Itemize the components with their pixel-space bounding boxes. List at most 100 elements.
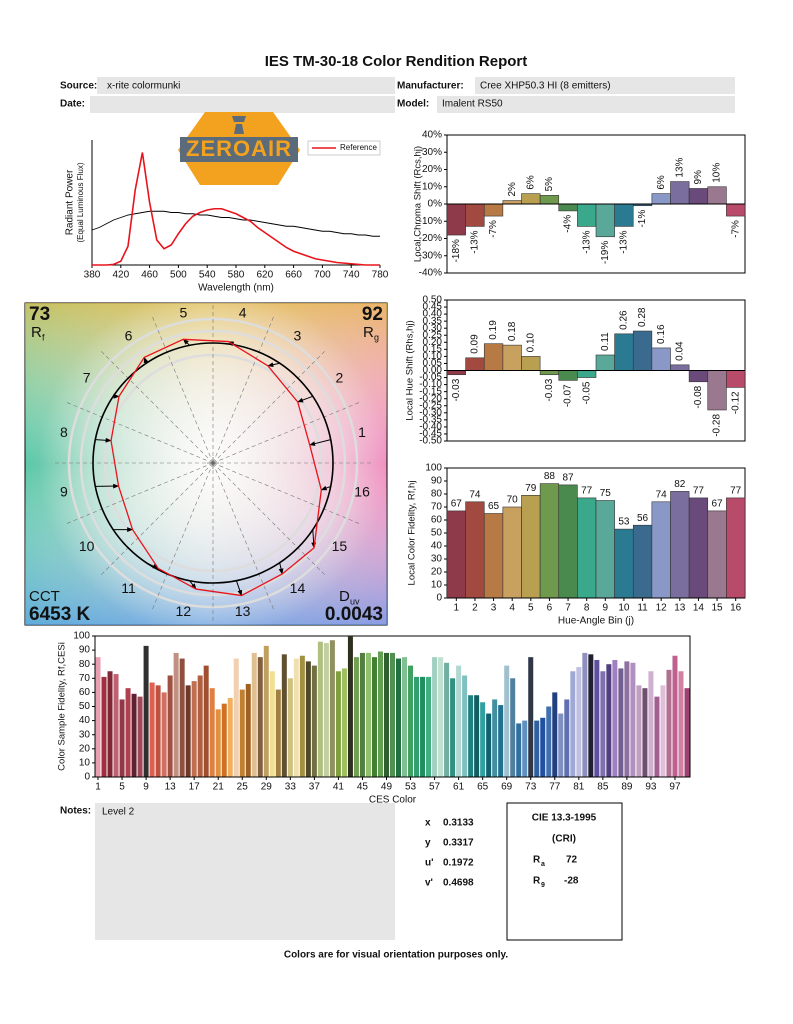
shift-arrow (189, 580, 197, 590)
y-axis-label: (Equal Luminous Flux) (76, 162, 85, 242)
data-label: 53 (618, 517, 630, 528)
y-tick-label: 40% (422, 130, 442, 141)
x-tick-label: 3 (491, 603, 497, 614)
y-tick-label: -0.35 (419, 414, 442, 425)
y-tick-label: 70 (431, 502, 443, 513)
y-tick-label: 20 (431, 567, 443, 578)
bar (521, 494, 541, 599)
bin-label: 10 (79, 538, 95, 554)
bar (570, 671, 576, 777)
bar (251, 652, 257, 777)
legend-box (307, 140, 381, 156)
x-tick-label: 25 (237, 782, 249, 793)
x-tick-label: 7 (565, 603, 571, 614)
bar (614, 203, 634, 227)
bar (595, 354, 615, 371)
y-tick-label: 40 (79, 715, 91, 726)
bin-label: 2 (335, 369, 343, 385)
y-tick-label: 0% (428, 199, 443, 210)
x-tick-label: 61 (453, 782, 465, 793)
x-tick-label: 33 (285, 782, 297, 793)
field-value: Cree XHP50.3 HI (8 emitters) (480, 81, 611, 92)
logo: ZEROAIR (178, 112, 300, 185)
bar (612, 659, 618, 777)
bar (558, 484, 578, 599)
bar (558, 370, 578, 381)
legend-label: Reference (340, 143, 377, 152)
bar (275, 689, 281, 777)
bar (438, 657, 444, 777)
bar (582, 652, 588, 777)
bar (522, 720, 528, 777)
bar (672, 655, 678, 777)
x-tick-label: 77 (549, 782, 561, 793)
shift-arrow (235, 580, 243, 597)
bin-label: 15 (332, 538, 348, 554)
data-label: 65 (488, 501, 500, 512)
x-tick-label: 57 (429, 782, 441, 793)
bin-label: 6 (125, 327, 133, 343)
shift-arrow (309, 439, 331, 446)
bin-label: 8 (60, 424, 68, 440)
bar (632, 524, 653, 599)
data-label: -0.28 (712, 414, 723, 437)
rf-value: 73 (29, 304, 50, 325)
bar (502, 344, 522, 371)
x-tick-label: 700 (314, 270, 331, 281)
rg-symbol: R (363, 324, 374, 341)
data-label: 0.19 (488, 320, 499, 340)
bar (444, 662, 450, 777)
data-label: 0.04 (674, 341, 685, 361)
y-tick-label: 60 (79, 687, 91, 698)
bar (516, 723, 522, 777)
data-label: -19% (600, 241, 611, 264)
bar (539, 483, 560, 599)
y-tick-label: 40 (431, 541, 443, 552)
notes-text: Level 2 (102, 807, 135, 818)
rf-sub: f (42, 332, 45, 342)
y-tick-label: 80 (431, 489, 443, 500)
bar (446, 370, 466, 376)
y-tick-label: 10 (79, 758, 91, 769)
bar (305, 661, 311, 777)
data-label: -0.03 (451, 378, 462, 401)
bar (456, 665, 462, 777)
x-tick-label: 21 (213, 782, 225, 793)
x-tick-label: 65 (477, 782, 489, 793)
chromaticity: x 0.3133 y 0.3317 u' 0.1972 v' 0.4698 (425, 818, 474, 889)
y-tick-label: 30 (79, 729, 91, 740)
y-tick-label: 0.35 (423, 316, 443, 327)
bar (396, 658, 402, 777)
bar (670, 364, 690, 371)
cri-r9: -28 (564, 876, 579, 887)
bar (510, 678, 516, 777)
bar (317, 641, 323, 777)
y-tick-label: 20% (422, 164, 442, 175)
data-label: -7% (488, 220, 499, 238)
bar (257, 657, 263, 777)
data-label: 0.18 (507, 321, 518, 341)
x-tick-label: 8 (584, 603, 590, 614)
y-tick-label: 80 (79, 659, 91, 670)
bar (483, 203, 504, 217)
bar (666, 669, 672, 777)
bin-label: 4 (239, 305, 247, 321)
test-polygon (110, 338, 322, 597)
y-tick-label: -0.30 (419, 407, 442, 418)
notes-box (95, 803, 395, 940)
bar (341, 668, 347, 777)
bar (173, 652, 179, 777)
bar (263, 645, 269, 777)
duv-value: 0.0043 (325, 604, 383, 625)
cct-label: CCT (29, 588, 60, 605)
x-tick-label: 14 (693, 603, 705, 614)
bar (595, 203, 615, 238)
bar (113, 674, 119, 777)
x-tick-label: 620 (256, 270, 273, 281)
bar (632, 330, 653, 371)
bar (483, 513, 504, 599)
bin-edge (151, 462, 214, 611)
x-tick-label: 13 (674, 603, 686, 614)
chromaticity-value: 0.1972 (443, 858, 474, 869)
